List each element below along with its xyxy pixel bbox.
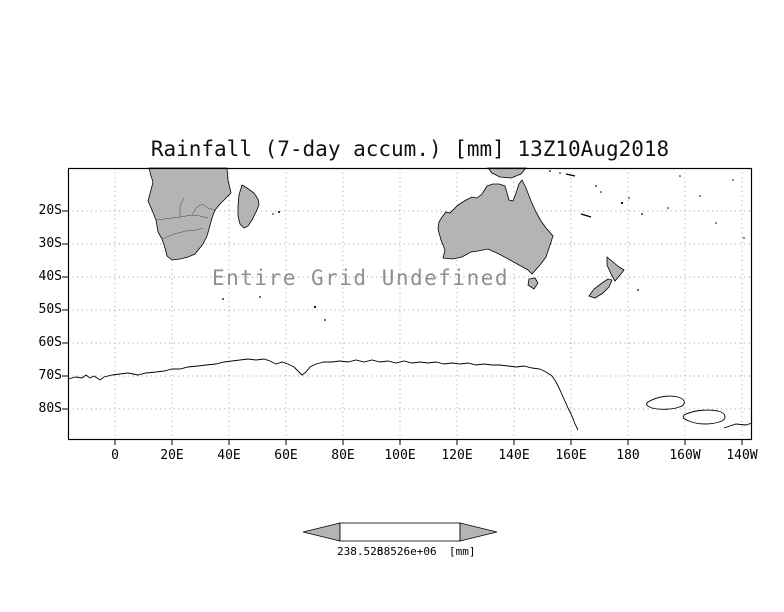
antarctica	[67, 358, 753, 431]
x-axis-label: 60E	[274, 448, 298, 463]
antarctica-corner-coast	[723, 422, 753, 429]
undefined-grid-message: Entire Grid Undefined	[212, 266, 510, 290]
x-axis-label: 0	[111, 448, 119, 463]
island-dot	[559, 172, 561, 174]
island-dot	[259, 296, 261, 298]
island-dot	[641, 213, 643, 215]
colorbar-left-arrow	[303, 522, 341, 542]
australia-landmass	[437, 179, 554, 275]
x-axis-label: 100E	[384, 448, 416, 463]
island-dot	[313, 305, 317, 309]
chart-title: Rainfall (7-day accum.) [mm] 13Z10Aug201…	[150, 137, 670, 161]
x-axis-label: 160E	[555, 448, 587, 463]
x-axis-label: 120E	[441, 448, 473, 463]
island-dot	[732, 179, 734, 181]
x-axis-label: 80E	[331, 448, 355, 463]
new-zealand-north-island	[606, 256, 625, 282]
x-axis-label: 140E	[498, 448, 530, 463]
island-dot	[620, 201, 624, 205]
y-axis-label: 40S	[38, 269, 62, 284]
island-dot	[272, 213, 274, 215]
x-axis-label: 160W	[669, 448, 701, 463]
antarctica-marie-byrd-outline	[682, 409, 726, 425]
island-dot	[324, 319, 326, 321]
x-axis-label: 140W	[726, 448, 758, 463]
island-dot	[278, 211, 280, 213]
island-dot	[222, 298, 224, 300]
antarctica-coastline	[67, 358, 579, 431]
tasmania-landmass	[527, 277, 539, 290]
colorbar-max-label: 38526e+06	[377, 545, 437, 558]
small-islands	[222, 170, 745, 321]
island-dot	[667, 207, 669, 209]
africa-landmass	[147, 167, 232, 261]
x-axis-label: 20E	[160, 448, 184, 463]
y-axis-label: 70S	[38, 368, 62, 383]
colorbar-middle-box	[339, 522, 461, 542]
left-axis-ticks	[62, 210, 68, 410]
colorbar	[303, 522, 497, 542]
madagascar-landmass	[237, 184, 260, 229]
new-zealand-south-island	[588, 278, 613, 299]
new-guinea-landmass	[487, 167, 527, 179]
island-dot	[715, 222, 717, 224]
x-axis-label: 180	[616, 448, 640, 463]
island-dot	[628, 197, 630, 199]
island-dot	[637, 289, 639, 291]
island-dot	[699, 195, 701, 197]
colorbar-unit-label: [mm]	[449, 545, 476, 558]
y-axis-label: 80S	[38, 401, 62, 416]
antarctica-ross-sea-outline	[646, 395, 685, 410]
island-dot	[595, 185, 597, 187]
y-axis-label: 20S	[38, 203, 62, 218]
axis-ticks	[62, 210, 743, 445]
island-dot	[600, 191, 602, 193]
colorbar-right-arrow	[459, 522, 497, 542]
map-plot-area	[62, 167, 753, 445]
bottom-axis-ticks	[114, 440, 743, 445]
x-axis-label: 40E	[217, 448, 241, 463]
island-dot	[679, 175, 681, 177]
colorbar-min-label: 238.526	[337, 545, 384, 558]
plot-frame	[67, 167, 753, 441]
y-axis-label: 60S	[38, 335, 62, 350]
island-dashes	[565, 173, 592, 218]
island-dot	[549, 170, 551, 172]
y-axis-label: 30S	[38, 236, 62, 251]
y-axis-label: 50S	[38, 302, 62, 317]
africa-country-borders	[155, 197, 215, 240]
island-dot	[743, 237, 745, 239]
